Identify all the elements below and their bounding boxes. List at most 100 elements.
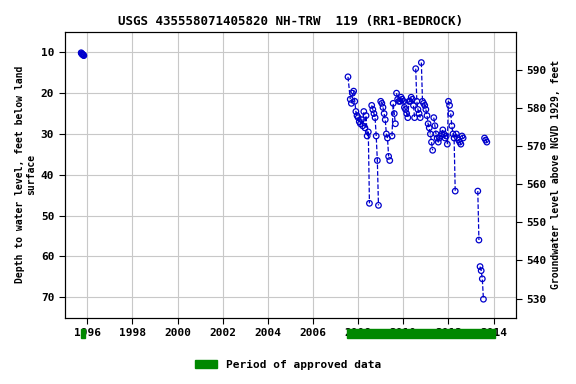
Point bbox=[404, 98, 414, 104]
Point bbox=[456, 141, 465, 147]
Point bbox=[428, 147, 437, 153]
Point bbox=[481, 137, 490, 143]
Point bbox=[442, 133, 451, 139]
Point bbox=[422, 113, 431, 119]
Point bbox=[396, 94, 406, 100]
Point bbox=[78, 51, 87, 58]
Point bbox=[349, 88, 358, 94]
Point bbox=[361, 125, 370, 131]
Point bbox=[78, 52, 88, 58]
Point bbox=[455, 139, 464, 145]
Point bbox=[369, 111, 378, 117]
Point bbox=[410, 114, 419, 121]
Point bbox=[408, 96, 417, 103]
Point bbox=[389, 111, 399, 117]
Point bbox=[437, 131, 446, 137]
Point bbox=[447, 123, 456, 129]
Point bbox=[365, 200, 374, 206]
Point bbox=[343, 74, 353, 80]
Point bbox=[374, 202, 383, 209]
Point bbox=[359, 108, 369, 114]
Point bbox=[354, 114, 363, 121]
Point bbox=[403, 114, 412, 121]
Point bbox=[423, 121, 433, 127]
Point bbox=[473, 188, 482, 194]
Point bbox=[353, 113, 362, 119]
Point bbox=[347, 100, 356, 106]
Point bbox=[478, 276, 487, 282]
Point bbox=[446, 111, 455, 117]
Title: USGS 435558071405820 NH-TRW  119 (RR1-BEDROCK): USGS 435558071405820 NH-TRW 119 (RR1-BED… bbox=[118, 15, 463, 28]
Point bbox=[381, 117, 390, 123]
Point bbox=[411, 66, 420, 72]
Point bbox=[420, 102, 429, 108]
Point bbox=[377, 100, 386, 106]
Point bbox=[350, 98, 359, 104]
Point bbox=[400, 104, 409, 111]
Y-axis label: Groundwater level above NGVD 1929, feet: Groundwater level above NGVD 1929, feet bbox=[551, 60, 561, 289]
Point bbox=[457, 133, 467, 139]
Legend: Period of approved data: Period of approved data bbox=[191, 356, 385, 375]
Point bbox=[356, 121, 365, 127]
Y-axis label: Depth to water level, feet below land
surface: Depth to water level, feet below land su… bbox=[15, 66, 37, 283]
Point bbox=[394, 98, 403, 104]
Point bbox=[415, 111, 424, 117]
Point bbox=[391, 121, 400, 127]
Bar bbox=[81, 329, 85, 338]
Point bbox=[452, 131, 461, 137]
Point bbox=[431, 131, 441, 137]
Point bbox=[421, 106, 430, 113]
Point bbox=[385, 157, 395, 164]
Bar bbox=[347, 329, 495, 338]
Point bbox=[406, 98, 415, 104]
Point bbox=[401, 106, 410, 113]
Point bbox=[412, 98, 422, 104]
Point bbox=[355, 119, 364, 125]
Point bbox=[373, 157, 382, 164]
Point bbox=[382, 131, 391, 137]
Point bbox=[425, 125, 434, 131]
Point bbox=[383, 135, 392, 141]
Point bbox=[357, 117, 366, 123]
Point bbox=[418, 98, 427, 104]
Point bbox=[417, 60, 426, 66]
Point bbox=[407, 94, 416, 100]
Point bbox=[363, 129, 373, 135]
Point bbox=[402, 111, 411, 117]
Point bbox=[367, 102, 376, 108]
Point bbox=[479, 296, 488, 302]
Point bbox=[409, 102, 418, 108]
Point bbox=[474, 237, 483, 243]
Point bbox=[388, 133, 397, 139]
Point bbox=[399, 98, 408, 104]
Point bbox=[435, 135, 444, 141]
Point bbox=[392, 90, 401, 96]
Point bbox=[434, 139, 443, 145]
Point bbox=[438, 127, 448, 133]
Point bbox=[453, 135, 462, 141]
Point bbox=[79, 53, 89, 59]
Point bbox=[476, 268, 486, 274]
Point bbox=[362, 133, 372, 139]
Point bbox=[79, 52, 88, 58]
Point bbox=[378, 104, 388, 111]
Point bbox=[433, 135, 442, 141]
Point bbox=[393, 96, 402, 103]
Point bbox=[419, 100, 428, 106]
Point bbox=[358, 123, 367, 129]
Point bbox=[414, 106, 423, 113]
Point bbox=[384, 153, 393, 159]
Point bbox=[376, 98, 385, 104]
Point bbox=[436, 133, 445, 139]
Point bbox=[362, 113, 371, 119]
Point bbox=[427, 139, 436, 145]
Point bbox=[454, 137, 463, 143]
Point bbox=[482, 139, 491, 145]
Point bbox=[77, 51, 86, 57]
Point bbox=[480, 135, 489, 141]
Point bbox=[77, 51, 86, 57]
Point bbox=[368, 106, 377, 113]
Point bbox=[372, 133, 381, 139]
Point bbox=[397, 96, 407, 103]
Point bbox=[458, 135, 468, 141]
